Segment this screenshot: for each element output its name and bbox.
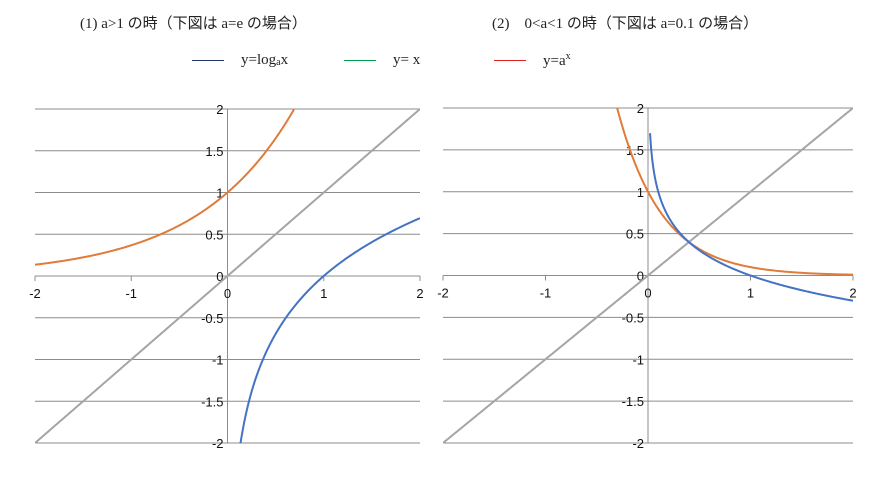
- y-tick-label: 1.5: [205, 144, 223, 159]
- y-tick-label: -1: [212, 353, 224, 368]
- y-tick-label: -1: [632, 352, 644, 367]
- y-tick-label: 0.5: [626, 227, 644, 242]
- series-y-x: [35, 108, 420, 444]
- x-tick-label: 0: [224, 286, 231, 301]
- y-tick-label: -2: [632, 436, 644, 451]
- y-tick-label: -0.5: [201, 311, 223, 326]
- chart-right: -2 -1 0 1 221.510.50-0.5-1-1.5-2: [437, 101, 856, 451]
- legend-item-identity: y= x: [344, 50, 420, 70]
- x-tick-label: 1: [747, 286, 754, 301]
- y-tick-label: -1.5: [622, 394, 644, 409]
- y-tick-label: 0: [637, 269, 644, 284]
- legend-label-log: y=logax: [241, 51, 289, 68]
- legend-swatch-log: [192, 59, 224, 61]
- legend-item-exp: y=ax: [494, 50, 571, 70]
- y-tick-label: 2: [637, 101, 644, 116]
- series-y-x: [443, 107, 853, 444]
- y-tick-label: 1: [216, 186, 223, 201]
- chart-left: -2 -1 0 1 221.510.50-0.5-1-1.5-2: [29, 102, 423, 451]
- y-tick-label: -1.5: [201, 394, 223, 409]
- legend-swatch-identity: [344, 59, 376, 61]
- curves: [35, 108, 420, 444]
- y-tick-label: 2: [216, 102, 223, 117]
- y-tick-label: 0: [216, 269, 223, 284]
- legend-label-exp: y=ax: [543, 50, 571, 69]
- series-y-log-a-x: [239, 217, 420, 444]
- y-tick-label: -0.5: [622, 310, 644, 325]
- x-tick-label: -2: [437, 286, 449, 301]
- x-tick-label: 1: [320, 286, 327, 301]
- x-tick-label: 2: [416, 286, 423, 301]
- y-tick-label: 1: [637, 185, 644, 200]
- y-tick-label: -2: [212, 436, 224, 451]
- series-y-a-x: [616, 108, 853, 276]
- series-y-a-x: [35, 109, 295, 266]
- x-tick-label: 2: [849, 286, 856, 301]
- x-tick-label: -2: [29, 286, 41, 301]
- series-y-log-a-x: [649, 133, 853, 302]
- x-tick-label: -1: [540, 286, 552, 301]
- curves: [443, 107, 853, 444]
- chart-left-title: (1) a>1 の時（下図は a=e の場合）: [80, 16, 307, 32]
- x-tick-label: 0: [644, 286, 651, 301]
- legend-label-identity: y= x: [393, 51, 421, 68]
- x-tick-label: -1: [125, 286, 137, 301]
- chart-right-title: (2) 0<a<1 の時（下図は a=0.1 の場合）: [492, 16, 759, 32]
- y-tick-label: 0.5: [205, 227, 223, 242]
- legend-swatch-exp: [494, 59, 526, 61]
- legend-item-log: y=logax: [192, 50, 288, 70]
